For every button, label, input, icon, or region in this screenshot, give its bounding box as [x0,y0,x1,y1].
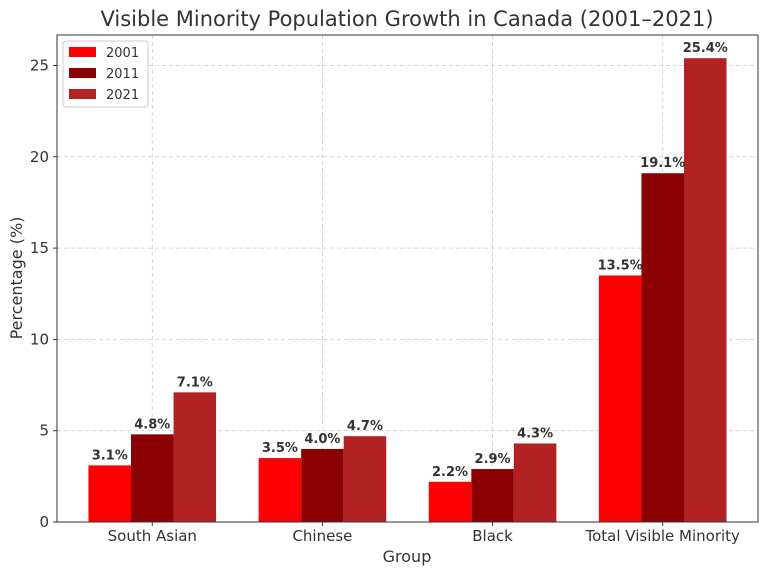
data-label: 4.8% [134,417,170,432]
legend-label: 2021 [106,88,139,103]
bar-2011-3 [641,173,684,522]
data-label: 13.5% [598,258,643,273]
bar-2011-2 [471,469,514,522]
data-label: 3.1% [92,448,128,463]
x-axis-label: Group [383,547,432,566]
y-tick-label: 0 [39,513,49,531]
bar-2021-2 [513,443,557,522]
data-label: 4.7% [347,419,383,434]
data-label: 3.5% [262,441,298,456]
y-tick-label: 25 [30,56,49,74]
bar-2001-0 [88,465,132,522]
x-tick-label: South Asian [108,527,197,545]
data-label: 2.9% [475,452,511,467]
y-tick-label: 5 [39,422,49,440]
bar-2021-3 [683,58,727,522]
y-tick-label: 10 [30,330,49,348]
y-axis-label: Percentage (%) [7,217,26,340]
data-label: 4.3% [517,426,553,441]
bars [88,58,727,522]
x-tick-label: Black [472,527,513,545]
data-labels: 3.1% 3.5% 2.2% 13.5% 4.8% 4.0% 2.9% 19.1% 7.1% 4.… [92,41,728,480]
legend-swatch-2011 [69,68,96,78]
chart-title: Visible Minority Population Growth in Ca… [100,7,713,31]
legend-swatch-2001 [69,47,96,57]
data-label: 7.1% [177,375,213,390]
data-label: 25.4% [683,41,728,56]
bar-2001-1 [258,458,302,522]
y-tick-label: 15 [30,239,49,257]
bar-2011-0 [131,434,174,522]
data-label: 2.2% [432,465,468,480]
ticks: 0 5 10 15 20 25 South Asian Chinese Black Total V… [30,56,740,545]
legend-swatch-2021 [69,89,96,99]
bar-2021-0 [173,392,217,522]
bar-2011-1 [301,448,344,522]
y-tick-label: 20 [30,148,49,166]
data-label: 19.1% [640,156,685,171]
plot-frame [56,34,759,523]
x-tick-label: Total Visible Minority [584,527,740,545]
bar-2021-1 [343,436,387,522]
x-tick-label: Chinese [292,527,352,545]
data-label: 4.0% [304,432,340,447]
bar-2001-2 [428,481,472,522]
bar-2001-3 [598,275,642,522]
legend-label: 2011 [106,67,139,82]
legend: 2001 2011 2021 [62,40,149,108]
legend-label: 2001 [106,46,139,61]
